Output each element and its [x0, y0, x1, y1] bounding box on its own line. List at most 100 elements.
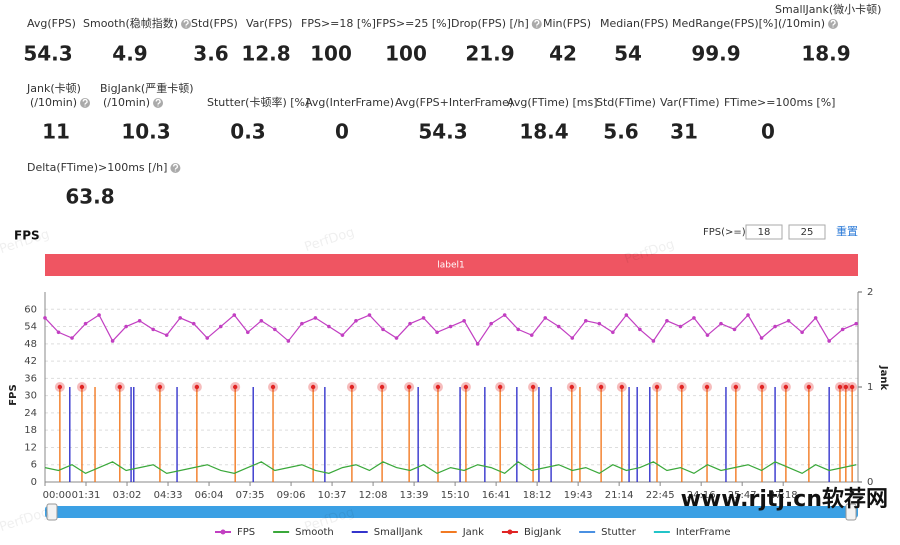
zoom-slider[interactable]: [45, 506, 858, 518]
help-icon-glyph: [172, 163, 179, 172]
band-label: label1: [437, 261, 465, 271]
point: [394, 336, 399, 340]
help-icon-glyph: [830, 19, 836, 28]
point: [43, 316, 47, 320]
event-dot: [79, 384, 85, 390]
event-dot: [232, 384, 238, 390]
stat-value: 18.4: [519, 120, 568, 144]
stat-value: 3.6: [193, 42, 228, 66]
slider-handle[interactable]: [46, 503, 58, 521]
stat-label: Std(FPS): [191, 17, 238, 30]
legend-label[interactable]: Smooth: [295, 527, 334, 538]
chart-title: FPS: [14, 229, 40, 243]
stat-value: 63.8: [65, 185, 114, 209]
event-dot: [530, 384, 536, 390]
point: [83, 321, 88, 326]
event-dot: [759, 384, 765, 390]
event-dot: [157, 384, 163, 390]
event-dot: [619, 384, 625, 390]
point: [611, 330, 615, 335]
x-tick-label: 19:43: [564, 490, 593, 501]
label-band: [45, 254, 858, 276]
stat-label: Delta(FTime)>100ms [/h]: [27, 161, 167, 174]
y2-tick-label: 1: [867, 382, 873, 393]
stat-label: FPS>=18 [%]: [301, 17, 376, 30]
event-dot: [654, 384, 660, 390]
threshold-input[interactable]: [745, 224, 783, 240]
point: [151, 327, 155, 332]
stat-label: (/10min): [778, 17, 825, 30]
stat-value: 12.8: [241, 42, 290, 66]
y-tick-label: 60: [24, 304, 37, 315]
help-icon-glyph: [534, 19, 540, 28]
event-dot: [704, 384, 710, 390]
point: [259, 318, 264, 323]
point: [665, 318, 669, 323]
reset-link[interactable]: 重置: [836, 224, 858, 238]
stat-label: FTime>=100ms [%]: [724, 96, 835, 109]
event-dot: [117, 384, 123, 390]
legend-label[interactable]: Jank: [462, 527, 484, 538]
stat-label: Min(FPS): [543, 17, 591, 30]
threshold-label: FPS(>=): [703, 227, 746, 238]
x-tick-label: 07:35: [236, 490, 265, 501]
legend-label[interactable]: InterFrame: [676, 527, 731, 538]
legend-swatch-dot: [507, 529, 513, 535]
stat-value: 54.3: [418, 120, 467, 144]
point: [827, 339, 831, 343]
stat-label: Var(FPS): [246, 17, 292, 30]
point: [462, 318, 466, 323]
stat-value: 18.9: [801, 42, 850, 66]
point: [786, 318, 791, 323]
event-dot: [733, 384, 739, 390]
point: [624, 313, 629, 317]
help-icon-glyph: [155, 98, 161, 107]
stat-label: Std(FTime): [596, 96, 656, 109]
stat-value: 0.3: [230, 120, 265, 144]
threshold-value[interactable]: 25: [801, 227, 814, 238]
point: [245, 330, 250, 335]
point: [570, 336, 575, 340]
point: [813, 316, 818, 320]
legend-label[interactable]: SmallJank: [374, 527, 423, 538]
point: [367, 313, 372, 317]
stat-value: 0: [335, 120, 349, 144]
event-dot: [406, 384, 412, 390]
y-tick-label: 0: [31, 477, 37, 488]
x-tick-label: 03:02: [113, 490, 142, 501]
x-tick-label: 01:31: [72, 490, 101, 501]
y-tick-label: 36: [24, 373, 37, 384]
point: [286, 339, 291, 343]
y2-tick-label: 0: [867, 477, 873, 488]
x-tick-label: 27:18: [769, 490, 798, 501]
legend-label[interactable]: Stutter: [601, 527, 637, 538]
point: [529, 333, 534, 337]
event-dot: [849, 384, 855, 390]
point: [516, 327, 520, 332]
x-tick-label: 09:06: [277, 490, 306, 501]
point: [178, 316, 182, 320]
threshold-input[interactable]: [788, 224, 826, 240]
stat-label: MedRange(FPS)[%]: [672, 17, 778, 30]
event-dot: [435, 384, 441, 390]
stat-label: BigJank(严重卡顿): [100, 81, 194, 95]
x-tick-label: 15:10: [441, 490, 470, 501]
x-tick-label: 16:41: [482, 490, 511, 501]
stat-label: Var(FTime): [660, 96, 720, 109]
stat-value: 100: [385, 42, 427, 66]
y2-axis-label: Jank: [878, 365, 889, 391]
point: [300, 321, 304, 326]
legend-label[interactable]: FPS: [237, 527, 255, 538]
stat-value: 21.9: [465, 42, 514, 66]
legend-label[interactable]: BigJank: [524, 527, 561, 538]
point: [56, 330, 61, 335]
y-tick-label: 54: [24, 322, 37, 333]
stat-value: 31: [670, 120, 698, 144]
threshold-value[interactable]: 18: [758, 227, 771, 238]
watermark: PerfDog: [0, 505, 51, 535]
point: [800, 330, 804, 335]
point: [435, 330, 439, 335]
stat-label: Smooth(稳帧指数): [83, 16, 178, 30]
slider-handle[interactable]: [845, 503, 857, 521]
